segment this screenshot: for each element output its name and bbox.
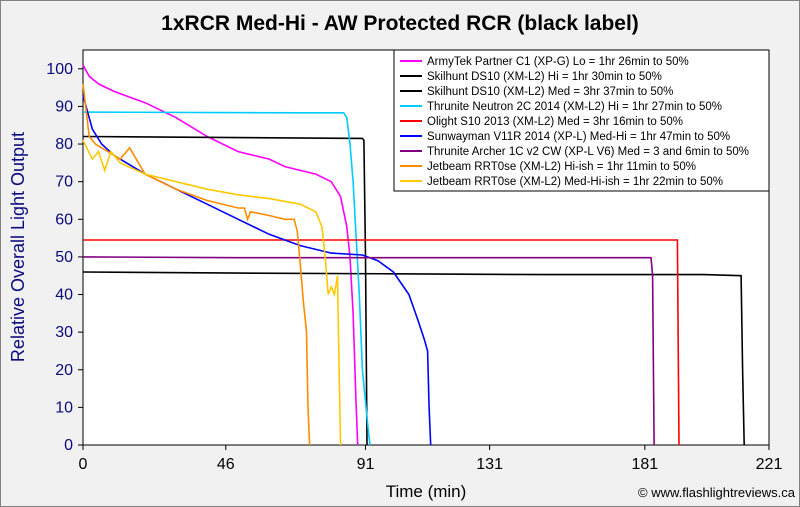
y-tick-label: 100 xyxy=(46,61,73,78)
y-tick-label: 40 xyxy=(55,287,73,304)
series-layer xyxy=(82,64,745,446)
x-tick-label: 181 xyxy=(631,456,658,473)
series-line-9 xyxy=(82,139,342,446)
y-tick-label: 60 xyxy=(55,211,73,228)
x-tick-label: 46 xyxy=(217,456,235,473)
y-tick-label: 90 xyxy=(55,98,73,115)
x-axis-label: Time (min) xyxy=(386,482,467,501)
series-line-7 xyxy=(82,256,655,446)
x-tick-label: 91 xyxy=(357,456,375,473)
series-line-2 xyxy=(82,135,368,446)
series-line-1 xyxy=(82,64,359,446)
x-tick-label: 131 xyxy=(476,456,503,473)
chart-title: 1xRCR Med-Hi - AW Protected RCR (black l… xyxy=(161,12,639,35)
y-tick-label: 80 xyxy=(55,136,73,153)
y-tick-label: 30 xyxy=(55,324,73,341)
legend-entry: Olight S10 2013 (XM-L2) Med = 3hr 16min … xyxy=(427,116,683,128)
y-tick-label: 70 xyxy=(55,174,73,191)
y-tick-label: 20 xyxy=(55,362,73,379)
x-tick-label: 221 xyxy=(756,456,783,473)
legend: ArmyTek Partner C1 (XP-G) Lo = 1hr 26min… xyxy=(393,49,770,192)
legend-box xyxy=(393,49,770,192)
y-axis-label: Relative Overall Light Output xyxy=(8,132,28,362)
y-tick-label: 10 xyxy=(55,399,73,416)
series-line-4 xyxy=(82,111,371,446)
axes-layer: 0 10 20 30 40 50 60 70 80 90 100 0 46 91 131 181 221 xyxy=(46,61,782,473)
legend-entry: Skilhunt DS10 (XM-L2) Med = 3hr 37min to… xyxy=(427,86,673,98)
legend-entry: Sunwayman V11R 2014 (XP-L) Med-Hi = 1hr … xyxy=(427,131,730,143)
legend-entry: Thrunite Archer 1C v2 CW (XP-L V6) Med =… xyxy=(427,146,749,158)
legend-entry: Jetbeam RRT0se (XM-L2) Hi-ish = 1hr 11mi… xyxy=(427,161,696,173)
legend-entry: Thrunite Neutron 2C 2014 (XM-L2) Hi = 1h… xyxy=(427,101,722,113)
series-line-6 xyxy=(82,94,432,446)
legend-entry: Skilhunt DS10 (XM-L2) Hi = 1hr 30min to … xyxy=(427,71,662,83)
series-line-3 xyxy=(82,271,745,446)
y-tick-label: 50 xyxy=(55,249,73,266)
series-line-5 xyxy=(83,239,680,446)
x-tick-label: 0 xyxy=(79,456,88,473)
y-tick-label: 0 xyxy=(64,437,73,454)
legend-entry: ArmyTek Partner C1 (XP-G) Lo = 1hr 26min… xyxy=(427,56,689,68)
legend-entry: Jetbeam RRT0se (XM-L2) Med-Hi-ish = 1hr … xyxy=(427,176,723,188)
credit-text: © www.flashlightreviews.ca xyxy=(638,485,796,500)
